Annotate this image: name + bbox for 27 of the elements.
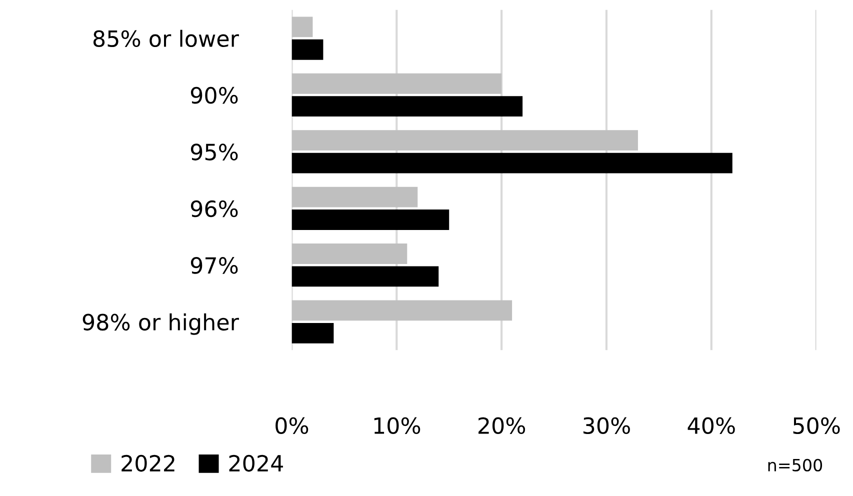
bar (292, 186, 418, 208)
y-tick-label: 98% or higher (82, 313, 239, 335)
bar (292, 152, 732, 174)
y-tick-label: 90% (190, 86, 238, 104)
legend-label: 2024 (229, 454, 283, 472)
bar (292, 300, 512, 321)
y-tick-label: 85% or lower (93, 30, 239, 48)
x-tick-label: 30% (583, 417, 630, 434)
x-tick-label: 10% (374, 417, 420, 434)
bar (292, 96, 523, 117)
x-tick-label: 20% (478, 417, 526, 434)
x-tick-label: 40% (688, 417, 735, 434)
bar (292, 130, 638, 151)
x-tick-label: 0% (276, 417, 308, 434)
y-tick-label: 96% (190, 200, 238, 218)
bar (292, 39, 324, 60)
bar (292, 16, 313, 38)
bar (292, 73, 502, 94)
bar (292, 210, 450, 230)
bar (292, 266, 439, 287)
text: n=500 (768, 458, 822, 472)
y-tick-label: 97% (190, 257, 238, 274)
x-tick-label: 50% (793, 417, 840, 434)
legend-label: 2022 (122, 454, 174, 472)
bar (292, 322, 334, 344)
bar (292, 244, 408, 264)
y-tick-label: 95% (190, 144, 238, 160)
